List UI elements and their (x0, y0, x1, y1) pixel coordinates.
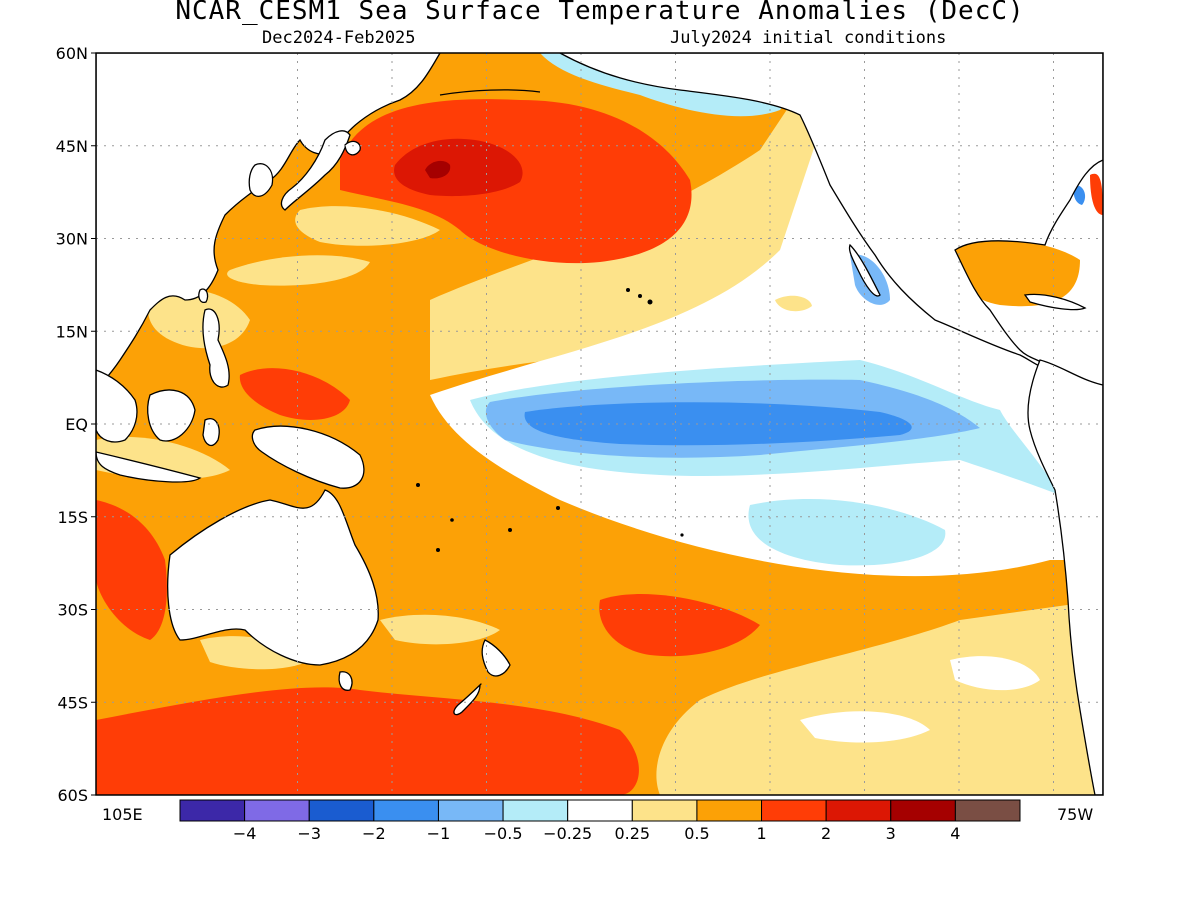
lat-label: 45S (57, 693, 88, 712)
lat-label: 60S (57, 786, 88, 805)
period-subtitle: Dec2024-Feb2025 (262, 28, 416, 48)
anomaly-region-south-pacific-red (599, 594, 760, 657)
lat-label: EQ (65, 415, 88, 434)
colorbar-label: −4 (233, 824, 257, 843)
anomaly-region-southern-ocean (96, 687, 639, 795)
lat-label: 15N (56, 322, 88, 341)
colorbar-swatch (179, 799, 246, 822)
colorbar-swatch (373, 799, 439, 822)
colorbar-label: 1 (756, 824, 766, 843)
anomaly-region-small-yellow (775, 295, 812, 312)
anomaly-region-southeast-yellow (656, 600, 1103, 795)
colorbar-swatch (502, 799, 569, 822)
colorbar-label: 0.25 (614, 824, 650, 843)
anomaly-region-atlantic-red (1090, 173, 1103, 215)
colorbar-swatch (890, 799, 956, 822)
colorbar-label: 3 (886, 824, 896, 843)
anomaly-region-yellow-streak-2 (227, 255, 370, 286)
latitude-labels: 60N 45N 30N 15N EQ 15S 30S 45S 60S (56, 44, 96, 805)
colorbar: −4 −3 −2 −1 −0.5 −0.25 0.25 0.5 1 2 3 4 (179, 799, 1021, 843)
map-title: NCAR_CESM1 Sea Surface Temperature Anoma… (175, 0, 1025, 26)
initial-conditions-subtitle: July2024 initial conditions (670, 28, 947, 48)
colorbar-label: −1 (427, 824, 451, 843)
anomaly-region-atlantic-blue (1073, 185, 1086, 205)
lat-label: 30N (56, 230, 88, 249)
colorbar-swatch (696, 799, 763, 822)
anomaly-region-southeast-white (950, 656, 1040, 691)
lat-label: 45N (56, 137, 88, 156)
anomaly-field (96, 53, 1103, 795)
anomaly-region-warm-pool (239, 368, 350, 420)
colorbar-swatch (631, 799, 698, 822)
anomaly-region-neg-025-south (748, 499, 946, 566)
anomaly-region-indian-ocean-red (96, 500, 167, 640)
anomaly-region-neg-1 (524, 402, 912, 446)
anomaly-region-3-4 (425, 160, 451, 179)
colorbar-label: −3 (297, 824, 321, 843)
colorbar-swatch (761, 799, 827, 822)
lat-label: 30S (57, 601, 88, 620)
colorbar-swatch (825, 799, 892, 822)
land-masses (96, 53, 1103, 795)
anomaly-region-yellow-west (148, 289, 250, 349)
lat-label: 60N (56, 44, 88, 63)
anomaly-region-yellow-streak (295, 206, 440, 246)
colorbar-swatch (567, 799, 633, 822)
colorbar-label: −0.5 (484, 824, 523, 843)
lon-label-right: 75W (1057, 805, 1093, 824)
colorbar-label: 2 (821, 824, 831, 843)
colorbar-swatch (244, 799, 310, 822)
colorbar-label: 0.5 (684, 824, 709, 843)
colorbar-swatch (437, 799, 504, 822)
colorbar-label: −0.25 (543, 824, 592, 843)
anomaly-region-gulf (954, 240, 1080, 307)
colorbar-swatch (308, 799, 375, 822)
lat-label: 15S (57, 508, 88, 527)
colorbar-label: −2 (362, 824, 386, 843)
colorbar-swatch (954, 799, 1021, 822)
anomaly-region-tasman-yellow (380, 614, 500, 645)
colorbar-label: 4 (950, 824, 960, 843)
lon-label-left: 105E (102, 805, 143, 824)
anomaly-region-2-3 (394, 138, 523, 197)
